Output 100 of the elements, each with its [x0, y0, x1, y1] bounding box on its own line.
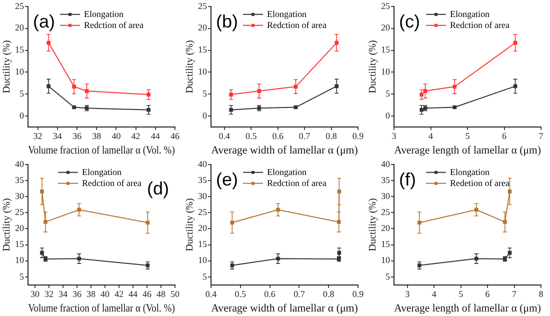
- x-tick-label: 7: [512, 288, 518, 299]
- y-axis-title: Ductility (%): [368, 40, 379, 94]
- y-tick-label: 0: [20, 110, 24, 120]
- x-tick-label: 0.7: [298, 130, 311, 141]
- y-axis-title: Ductility (%): [184, 198, 196, 252]
- y-tick-label: 0: [386, 110, 390, 120]
- y-tick-label: 20: [381, 223, 390, 234]
- x-tick-label: 0.4: [205, 288, 218, 299]
- x-tick-label: 0.6: [272, 130, 284, 141]
- legend-label: Elongation: [82, 166, 122, 177]
- legend-label: Redction of area: [267, 178, 326, 188]
- x-axis-title: Average length of lamellar α (μm): [394, 144, 542, 156]
- x-tick-label: 42: [114, 288, 124, 299]
- y-tick-label: 25: [198, 0, 208, 11]
- y-tick-label: 20: [381, 22, 390, 33]
- x-tick-label: 3: [392, 130, 397, 141]
- x-axis-title: Volume fraction of lamellar α (Vol. %): [28, 302, 175, 314]
- y-axis-title: Ductility (%): [368, 198, 379, 252]
- x-axis-title: Average width of lamellar α (μm): [211, 144, 358, 156]
- y-tick-label: 5: [202, 88, 208, 98]
- x-tick-label: 8: [538, 288, 544, 299]
- y-tick-label: 0: [202, 110, 208, 120]
- legend-label: Redction of area: [450, 20, 510, 30]
- x-tick-label: 36: [72, 130, 82, 141]
- x-tick-label: 5: [465, 130, 470, 141]
- annotation: (b): [216, 11, 238, 32]
- y-tick-label: 25: [198, 207, 208, 217]
- x-tick-label: 48: [156, 288, 166, 299]
- legend-label: Elongation: [84, 8, 124, 19]
- y-tick-label: 35: [381, 174, 390, 185]
- x-tick-label: 0.8: [326, 130, 338, 141]
- legend-label: Elongation: [267, 8, 307, 19]
- x-tick-label: 38: [92, 130, 102, 141]
- x-tick-label: 0.7: [294, 288, 306, 299]
- x-tick-label: 50: [170, 288, 180, 299]
- y-tick-label: 10: [381, 66, 390, 77]
- y-tick-label: 25: [381, 0, 390, 11]
- y-tick-label: 40: [381, 158, 390, 169]
- y-tick-label: 15: [381, 44, 390, 55]
- legend-label: Elongation: [267, 166, 307, 177]
- legend-label: Redction of area: [267, 20, 326, 30]
- y-tick-label: 25: [15, 0, 24, 11]
- y-tick-label: 5: [20, 88, 24, 98]
- x-axis-title: Average length of lamellar α (μm): [394, 302, 542, 314]
- y-tick-label: 35: [15, 174, 24, 185]
- x-tick-label: 0.5: [234, 288, 247, 299]
- y-tick-label: 20: [15, 223, 24, 234]
- y-tick-label: 40: [198, 158, 208, 169]
- x-tick-label: 0.5: [245, 130, 258, 141]
- x-tick-label: 5: [458, 288, 464, 299]
- y-tick-label: 30: [15, 190, 24, 201]
- x-tick-label: 42: [131, 130, 140, 141]
- x-tick-label: 30: [30, 288, 40, 299]
- y-tick-label: 20: [198, 22, 208, 33]
- y-tick-label: 15: [198, 239, 208, 250]
- y-tick-label: 20: [198, 223, 208, 234]
- x-tick-label: 34: [52, 130, 62, 141]
- y-tick-label: 10: [15, 66, 24, 77]
- x-tick-label: 6: [485, 288, 490, 299]
- legend-label: Redetion of area: [450, 178, 510, 188]
- y-axis-title: Ductility (%): [2, 198, 13, 252]
- x-tick-label: 7: [538, 130, 544, 141]
- y-tick-label: 15: [15, 44, 24, 55]
- x-tick-label: 0.8: [322, 288, 335, 299]
- x-tick-label: 44: [150, 130, 160, 141]
- x-tick-label: 0.4: [218, 130, 230, 141]
- x-tick-label: 46: [170, 130, 180, 141]
- x-tick-label: 34: [58, 288, 68, 299]
- y-tick-label: 15: [15, 239, 24, 250]
- y-tick-label: 15: [198, 44, 208, 55]
- x-tick-label: 0.9: [352, 288, 364, 299]
- legend-label: Redction of area: [84, 20, 144, 30]
- annotation: (c): [399, 11, 420, 32]
- y-tick-label: 40: [15, 158, 24, 169]
- y-tick-label: 25: [381, 207, 390, 217]
- y-tick-label: 10: [198, 66, 208, 77]
- y-tick-label: 15: [381, 239, 390, 250]
- y-tick-label: 25: [15, 207, 24, 217]
- x-tick-label: 4: [432, 288, 437, 299]
- x-tick-label: 3: [405, 288, 410, 299]
- y-tick-label: 35: [198, 174, 208, 185]
- y-tick-label: 20: [15, 22, 24, 33]
- y-tick-label: 30: [381, 190, 390, 201]
- legend-label: Elongation: [450, 166, 490, 177]
- annotation: (e): [216, 169, 238, 190]
- y-axis-title: Ductility (%): [2, 40, 13, 94]
- x-tick-label: 36: [72, 288, 82, 299]
- x-tick-label: 32: [33, 130, 42, 141]
- annotation: (f): [399, 169, 416, 190]
- y-tick-label: 5: [386, 271, 390, 282]
- legend-label: Redction of area: [82, 178, 142, 188]
- x-tick-label: 32: [44, 288, 54, 299]
- x-tick-label: 40: [100, 288, 110, 299]
- x-tick-label: 0.6: [264, 288, 276, 299]
- y-tick-label: 5: [20, 271, 24, 282]
- annotation: (d): [147, 178, 169, 198]
- y-tick-label: 30: [198, 190, 208, 201]
- annotation: (a): [33, 11, 55, 32]
- y-tick-label: 10: [198, 255, 208, 266]
- x-tick-label: 40: [112, 130, 122, 141]
